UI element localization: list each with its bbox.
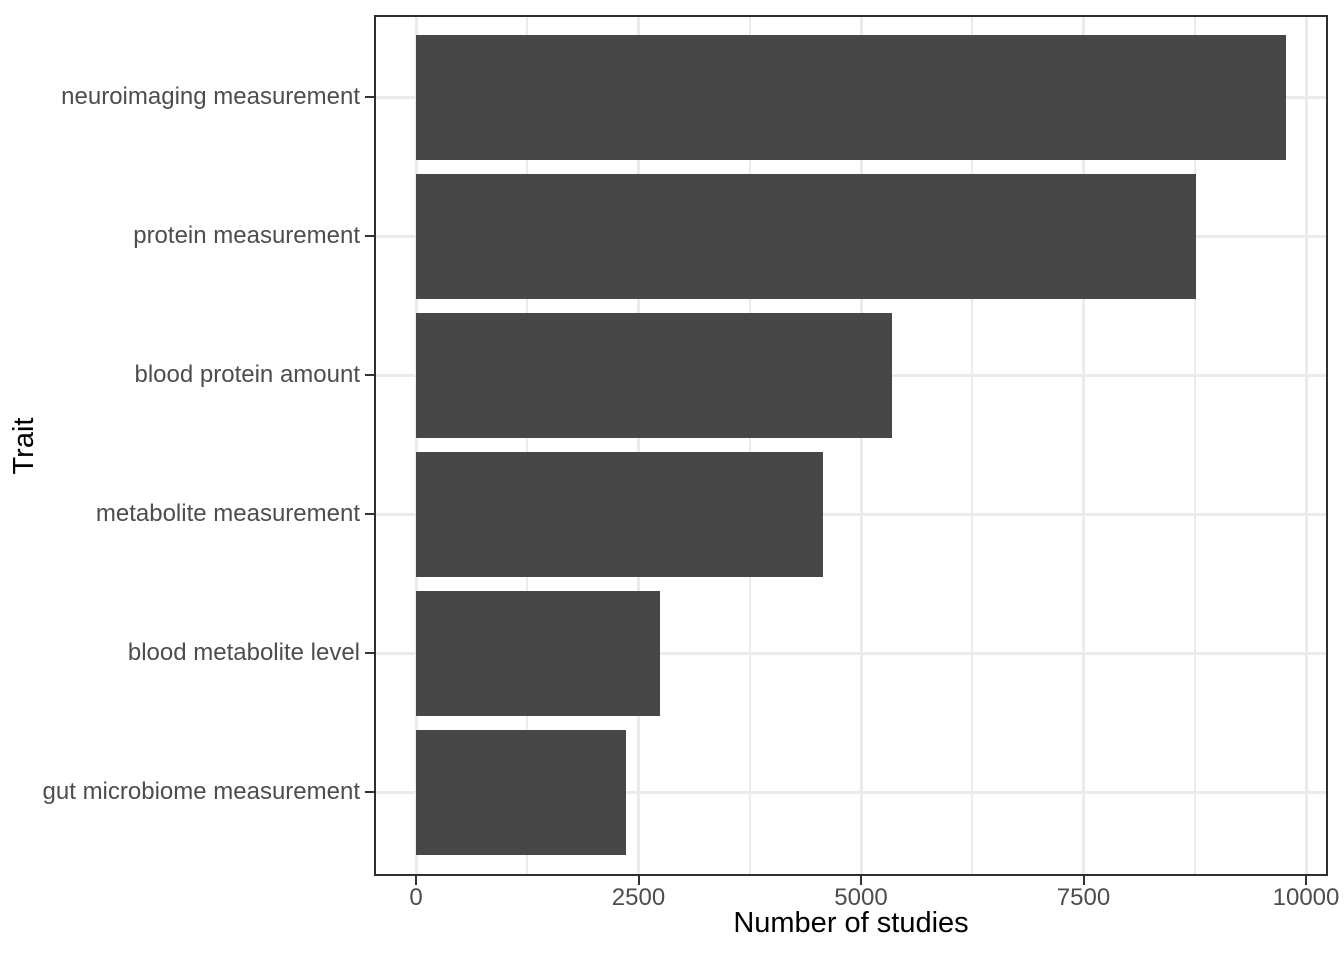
y-tick-label: blood metabolite level — [127, 639, 360, 666]
bar — [416, 729, 627, 855]
y-tick-mark — [365, 513, 374, 515]
x-tick-label: 2500 — [611, 884, 666, 911]
vertical-gridline-major — [859, 15, 863, 876]
bar — [416, 590, 660, 716]
y-tick-label: metabolite measurement — [95, 500, 360, 527]
y-tick-mark — [365, 791, 374, 793]
bar — [416, 34, 1287, 160]
y-tick-mark — [365, 374, 374, 376]
y-axis-title: Trait — [8, 417, 40, 475]
vertical-gridline-major — [637, 15, 640, 876]
y-tick-label: gut microbiome measurement — [42, 778, 360, 805]
bar — [416, 312, 893, 438]
vertical-gridline-major — [1082, 15, 1085, 876]
y-tick-label: protein measurement — [133, 222, 360, 249]
bar — [416, 451, 823, 577]
vertical-gridline-major — [414, 15, 418, 876]
y-tick-mark — [365, 96, 374, 98]
x-tick-mark — [637, 876, 640, 885]
bar — [416, 173, 1196, 299]
x-tick-label: 10000 — [1272, 884, 1340, 911]
horizontal-gridline — [374, 651, 1328, 655]
horizontal-gridline — [374, 790, 1328, 794]
horizontal-gridline — [374, 512, 1328, 516]
vertical-gridline-minor — [1193, 15, 1196, 876]
vertical-gridline-minor — [748, 15, 751, 876]
x-tick-label: 7500 — [1056, 884, 1111, 911]
x-tick-mark — [415, 876, 417, 885]
x-axis-title: Number of studies — [733, 907, 969, 939]
x-tick-label: 5000 — [834, 884, 888, 911]
vertical-gridline-minor — [971, 15, 974, 876]
x-tick-mark — [1082, 876, 1085, 885]
y-tick-label: neuroimaging measurement — [61, 83, 360, 110]
y-tick-mark — [365, 652, 374, 654]
y-tick-label: blood protein amount — [134, 361, 361, 388]
x-tick-label: 0 — [409, 884, 423, 911]
x-tick-mark — [1305, 876, 1307, 885]
vertical-gridline-major — [1304, 15, 1308, 876]
plot-panel — [374, 15, 1328, 876]
y-tick-mark — [365, 235, 374, 237]
vertical-gridline-minor — [526, 15, 529, 876]
x-tick-mark — [860, 876, 862, 885]
